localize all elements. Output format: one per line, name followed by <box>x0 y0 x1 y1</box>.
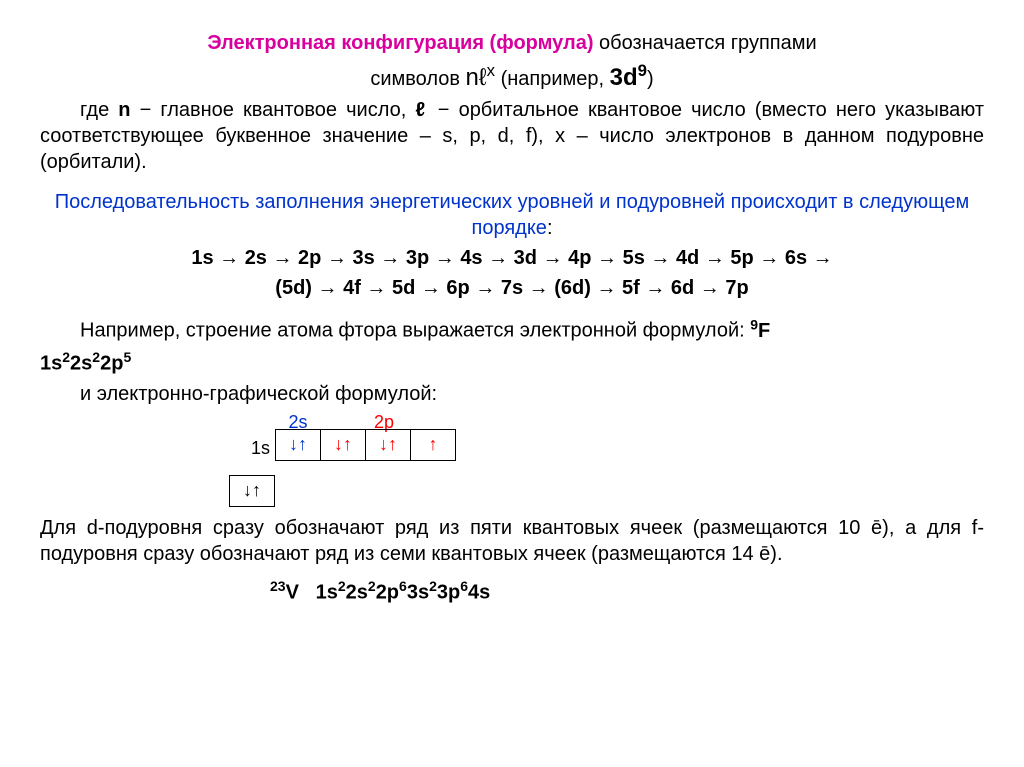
vc10: 4s <box>468 581 490 603</box>
diagram-row-bottom: ↓↑ <box>230 475 984 507</box>
v-sup: 23 <box>270 578 286 594</box>
cfg2s: 5 <box>123 349 131 365</box>
vc5: 6 <box>399 578 407 594</box>
cell-2p-3: ↑ <box>410 429 456 461</box>
seq-title: Последовательность заполнения энергетиче… <box>55 191 970 239</box>
cfg1s: 2 <box>92 349 100 365</box>
example-3d9: 3d9 <box>610 64 647 91</box>
title-emph: Электронная конфигурация (формула) <box>207 32 593 54</box>
orbital-diagram: 2s 2p 1s ↓↑ ↓↑ ↓↑ ↑ ↓↑ <box>230 411 984 507</box>
example-graph-text: и электронно-графической формулой: <box>40 381 984 407</box>
title-line-2: символов nℓx (например, 3d9) <box>40 60 984 93</box>
vc0: 1s <box>316 581 338 603</box>
v-sym: V <box>286 581 299 603</box>
vc2: 2s <box>346 581 368 603</box>
p1n: n <box>118 99 130 121</box>
label-2p: 2p <box>362 411 406 429</box>
v-sp <box>299 581 316 603</box>
vc1: 2 <box>338 578 346 594</box>
nlx-sup: x <box>487 61 495 80</box>
example-config: 1s22s22p5 <box>40 348 984 377</box>
cell-2s: ↓↑ <box>275 429 321 461</box>
t2a: символов <box>370 68 465 90</box>
vc9: 6 <box>460 578 468 594</box>
vc8: 3p <box>437 581 460 603</box>
cell-2p-1: ↓↑ <box>320 429 366 461</box>
seq-colon: : <box>547 217 553 239</box>
p1b: − главное квантовое число, <box>131 99 416 121</box>
ex-fsup: 9 <box>750 316 758 332</box>
example-para: Например, строение атома фтора выражаетс… <box>40 315 984 344</box>
label-1s: 1s <box>230 437 276 460</box>
nlx-base: nℓ <box>466 64 487 91</box>
diagram-row-top: 1s ↓↑ ↓↑ ↓↑ ↑ <box>230 429 984 461</box>
title-rest1: обозначается группами <box>594 32 817 54</box>
t2c: ) <box>647 68 654 90</box>
nlx: nℓx <box>466 64 496 91</box>
cell-1s: ↓↑ <box>229 475 275 507</box>
sequence-line-1: 1s → 2s → 2p → 3s → 3p → 4s → 3d → 4p → … <box>40 245 984 271</box>
vanadium-config: 23V 1s22s22p63s23p64s <box>270 577 984 606</box>
ex-sup: 9 <box>638 61 647 80</box>
ex-a: Например, строение атома фтора выражаетс… <box>80 320 750 342</box>
ex-fsym: F <box>758 320 770 342</box>
sequence-heading: Последовательность заполнения энергетиче… <box>40 189 984 241</box>
cfg1: 2s <box>70 353 92 375</box>
label-2s: 2s <box>276 411 320 429</box>
cfg2: 2p <box>100 353 123 375</box>
cfg0s: 2 <box>62 349 70 365</box>
vc7: 2 <box>429 578 437 594</box>
cell-2p-2: ↓↑ <box>365 429 411 461</box>
ex-base: 3d <box>610 64 638 91</box>
title-line-1: Электронная конфигурация (формула) обозн… <box>40 30 984 56</box>
vc6: 3s <box>407 581 429 603</box>
diagram-toplabels: 2s 2p <box>230 411 984 429</box>
p1a: где <box>80 99 118 121</box>
t2b: (например, <box>495 68 610 90</box>
ex-f: 9F <box>750 320 770 342</box>
vc3: 2 <box>368 578 376 594</box>
vc4: 2p <box>376 581 399 603</box>
p1l: ℓ <box>415 99 428 121</box>
para-d-f: Для d-подуровня сразу обозначают ряд из … <box>40 515 984 567</box>
cfg0: 1s <box>40 353 62 375</box>
sequence-line-2: (5d) → 4f → 5d → 6p → 7s → (6d) → 5f → 6… <box>40 275 984 301</box>
para-definition: где n − главное квантовое число, ℓ − орб… <box>40 97 984 175</box>
